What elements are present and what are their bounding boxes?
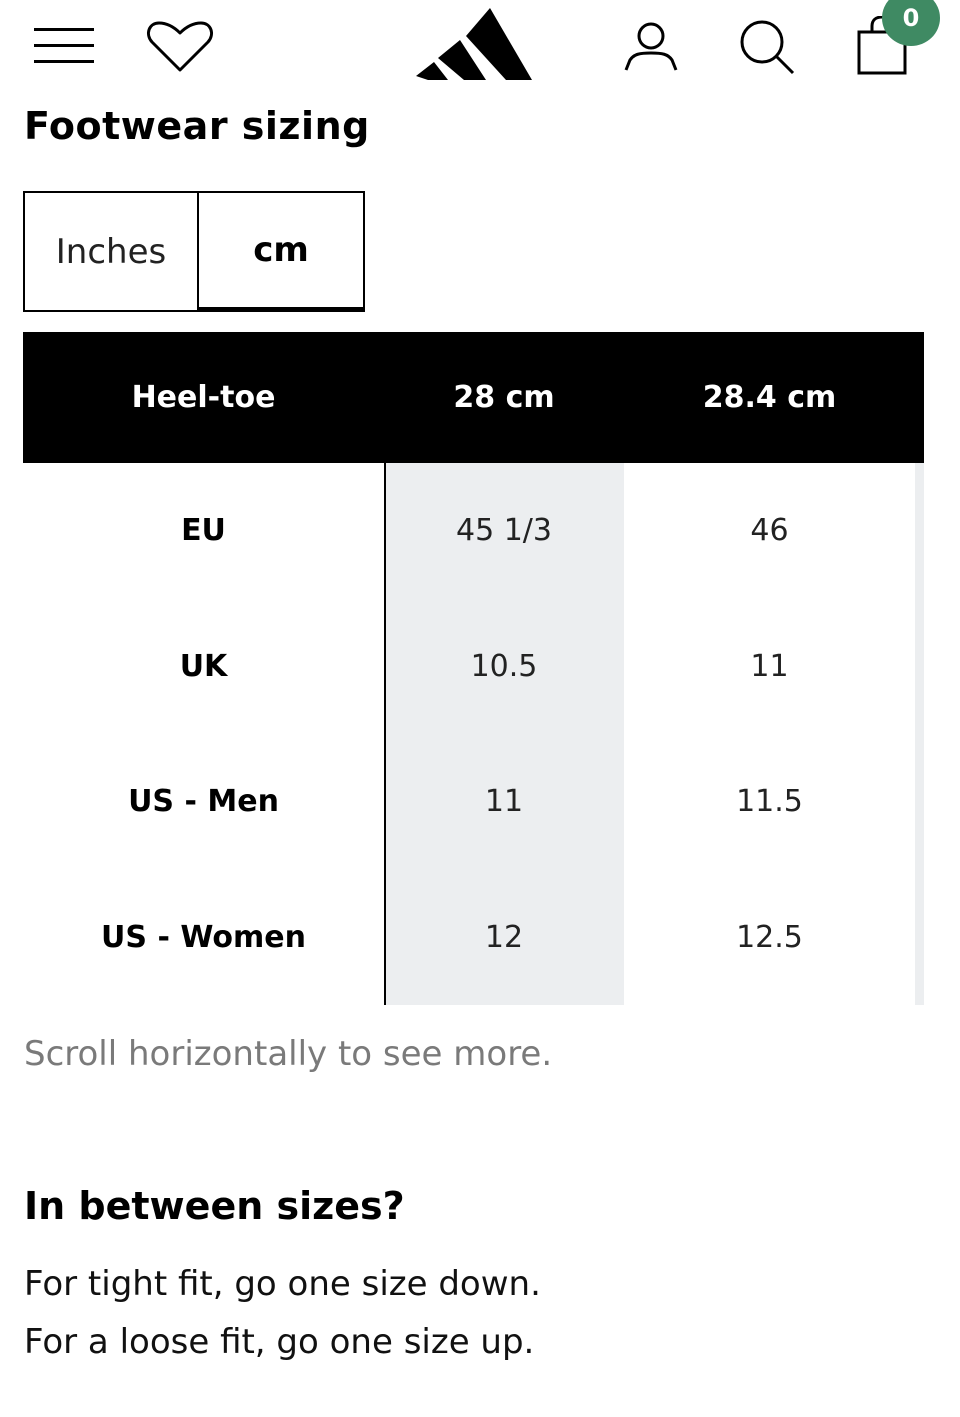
row-label: US - Men: [128, 784, 279, 820]
table-row: US - Men 11 11.5: [23, 734, 924, 870]
fit-tip: For a loose fit, go one size up.: [24, 1322, 535, 1362]
table-divider: [384, 463, 386, 1005]
table-cell: 11.5: [736, 784, 803, 820]
cart-count-badge[interactable]: 0: [882, 0, 940, 46]
brand-logo[interactable]: [414, 6, 534, 82]
table-row: UK 10.5 11: [23, 599, 924, 735]
table-cell: 10.5: [470, 648, 538, 684]
partial-column-highlight: [915, 463, 924, 1005]
size-table[interactable]: Heel-toe 28 cm 28.4 cm EU 45 1/3 46 UK 1…: [23, 332, 924, 1005]
fit-tip: For tight fit, go one size down.: [24, 1264, 541, 1304]
row-label: UK: [179, 648, 228, 684]
table-header-cell-partial: [915, 332, 924, 463]
table-row: EU 45 1/3 46: [23, 463, 924, 599]
section-title: Footwear sizing: [24, 104, 370, 148]
in-between-title: In between sizes?: [24, 1184, 405, 1228]
site-header: 0: [0, 0, 960, 100]
search-icon[interactable]: [738, 18, 796, 76]
row-label: EU: [181, 513, 226, 549]
table-row: US - Women 12 12.5: [23, 870, 924, 1006]
table-cell: 46: [750, 513, 789, 549]
table-header-cell: 28.4 cm: [702, 380, 837, 415]
table-header-cell: Heel-toe: [131, 380, 276, 415]
unit-cm-button[interactable]: cm: [199, 191, 365, 312]
table-cell: 12: [484, 919, 524, 955]
menu-icon[interactable]: [34, 28, 94, 64]
scroll-hint: Scroll horizontally to see more.: [24, 1034, 553, 1074]
table-cell: 11: [484, 784, 524, 820]
table-cell: 12.5: [736, 919, 803, 955]
row-label: US - Women: [101, 919, 306, 955]
table-cell: 11: [750, 648, 789, 684]
selected-column-highlight: [386, 463, 624, 1005]
table-header-row: Heel-toe 28 cm 28.4 cm: [23, 332, 924, 463]
table-body: EU 45 1/3 46 UK 10.5 11 US - Men 11 11.5…: [23, 463, 924, 1005]
heart-icon[interactable]: [146, 20, 214, 74]
unit-inches-button[interactable]: Inches: [23, 191, 199, 312]
unit-toggle: Inches cm: [23, 191, 365, 312]
table-header-cell: 28 cm: [453, 380, 555, 415]
table-cell: 45 1/3: [456, 513, 552, 549]
account-icon[interactable]: [624, 22, 678, 72]
